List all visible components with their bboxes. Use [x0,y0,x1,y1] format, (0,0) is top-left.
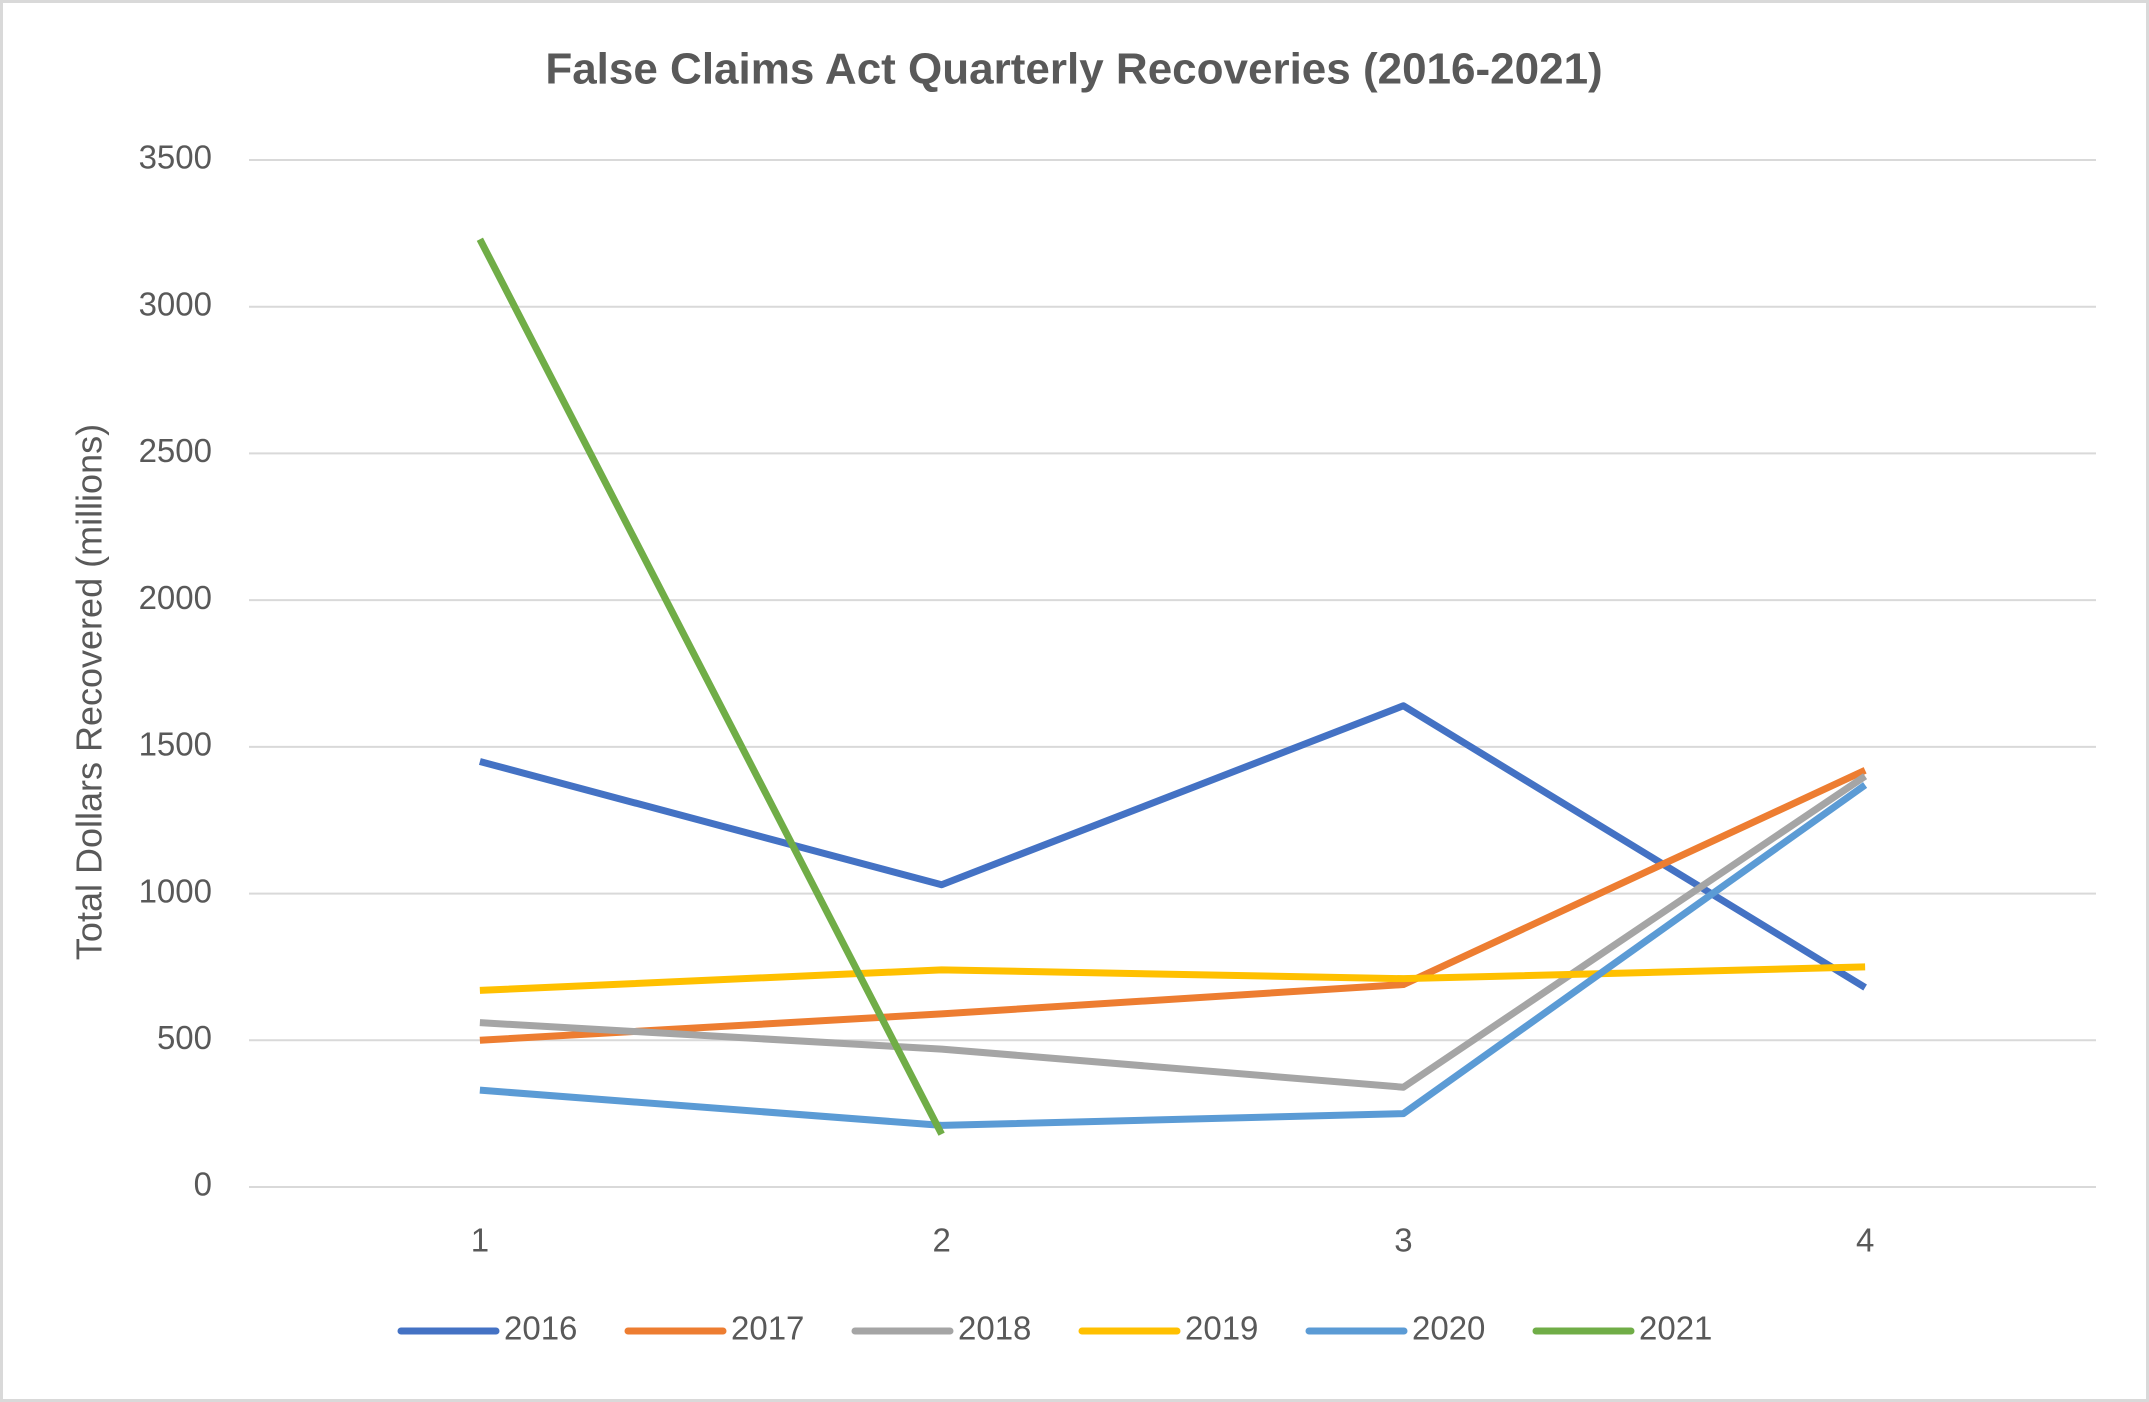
y-tick-label: 2000 [139,579,212,616]
series-line [479,773,1868,1091]
legend-label: 2017 [731,1310,804,1347]
x-tick-label: 2 [932,1222,950,1259]
series-line [479,767,1867,1044]
legend-label: 2020 [1412,1310,1485,1347]
series-line [476,237,945,1136]
x-tick-label: 4 [1856,1222,1874,1259]
series-line [479,782,1868,1129]
x-tick-label: 1 [471,1222,489,1259]
legend-label: 2016 [504,1310,577,1347]
y-axis-label: Total Dollars Recovered (millions) [69,424,110,960]
y-tick-label: 3000 [139,285,212,322]
chart-title: False Claims Act Quarterly Recoveries (2… [545,45,1602,94]
y-tick-label: 3500 [139,139,212,176]
y-tick-label: 0 [194,1166,212,1203]
legend-label: 2019 [1185,1310,1258,1347]
legend-label: 2018 [958,1310,1031,1347]
legend-label: 2021 [1639,1310,1712,1347]
y-tick-label: 2500 [139,432,212,469]
y-tick-label: 500 [157,1019,212,1056]
y-tick-label: 1500 [139,726,212,763]
x-tick-label: 3 [1394,1222,1412,1259]
series-line [478,702,1867,991]
series-line [479,963,1866,994]
y-tick-label: 1000 [139,872,212,909]
